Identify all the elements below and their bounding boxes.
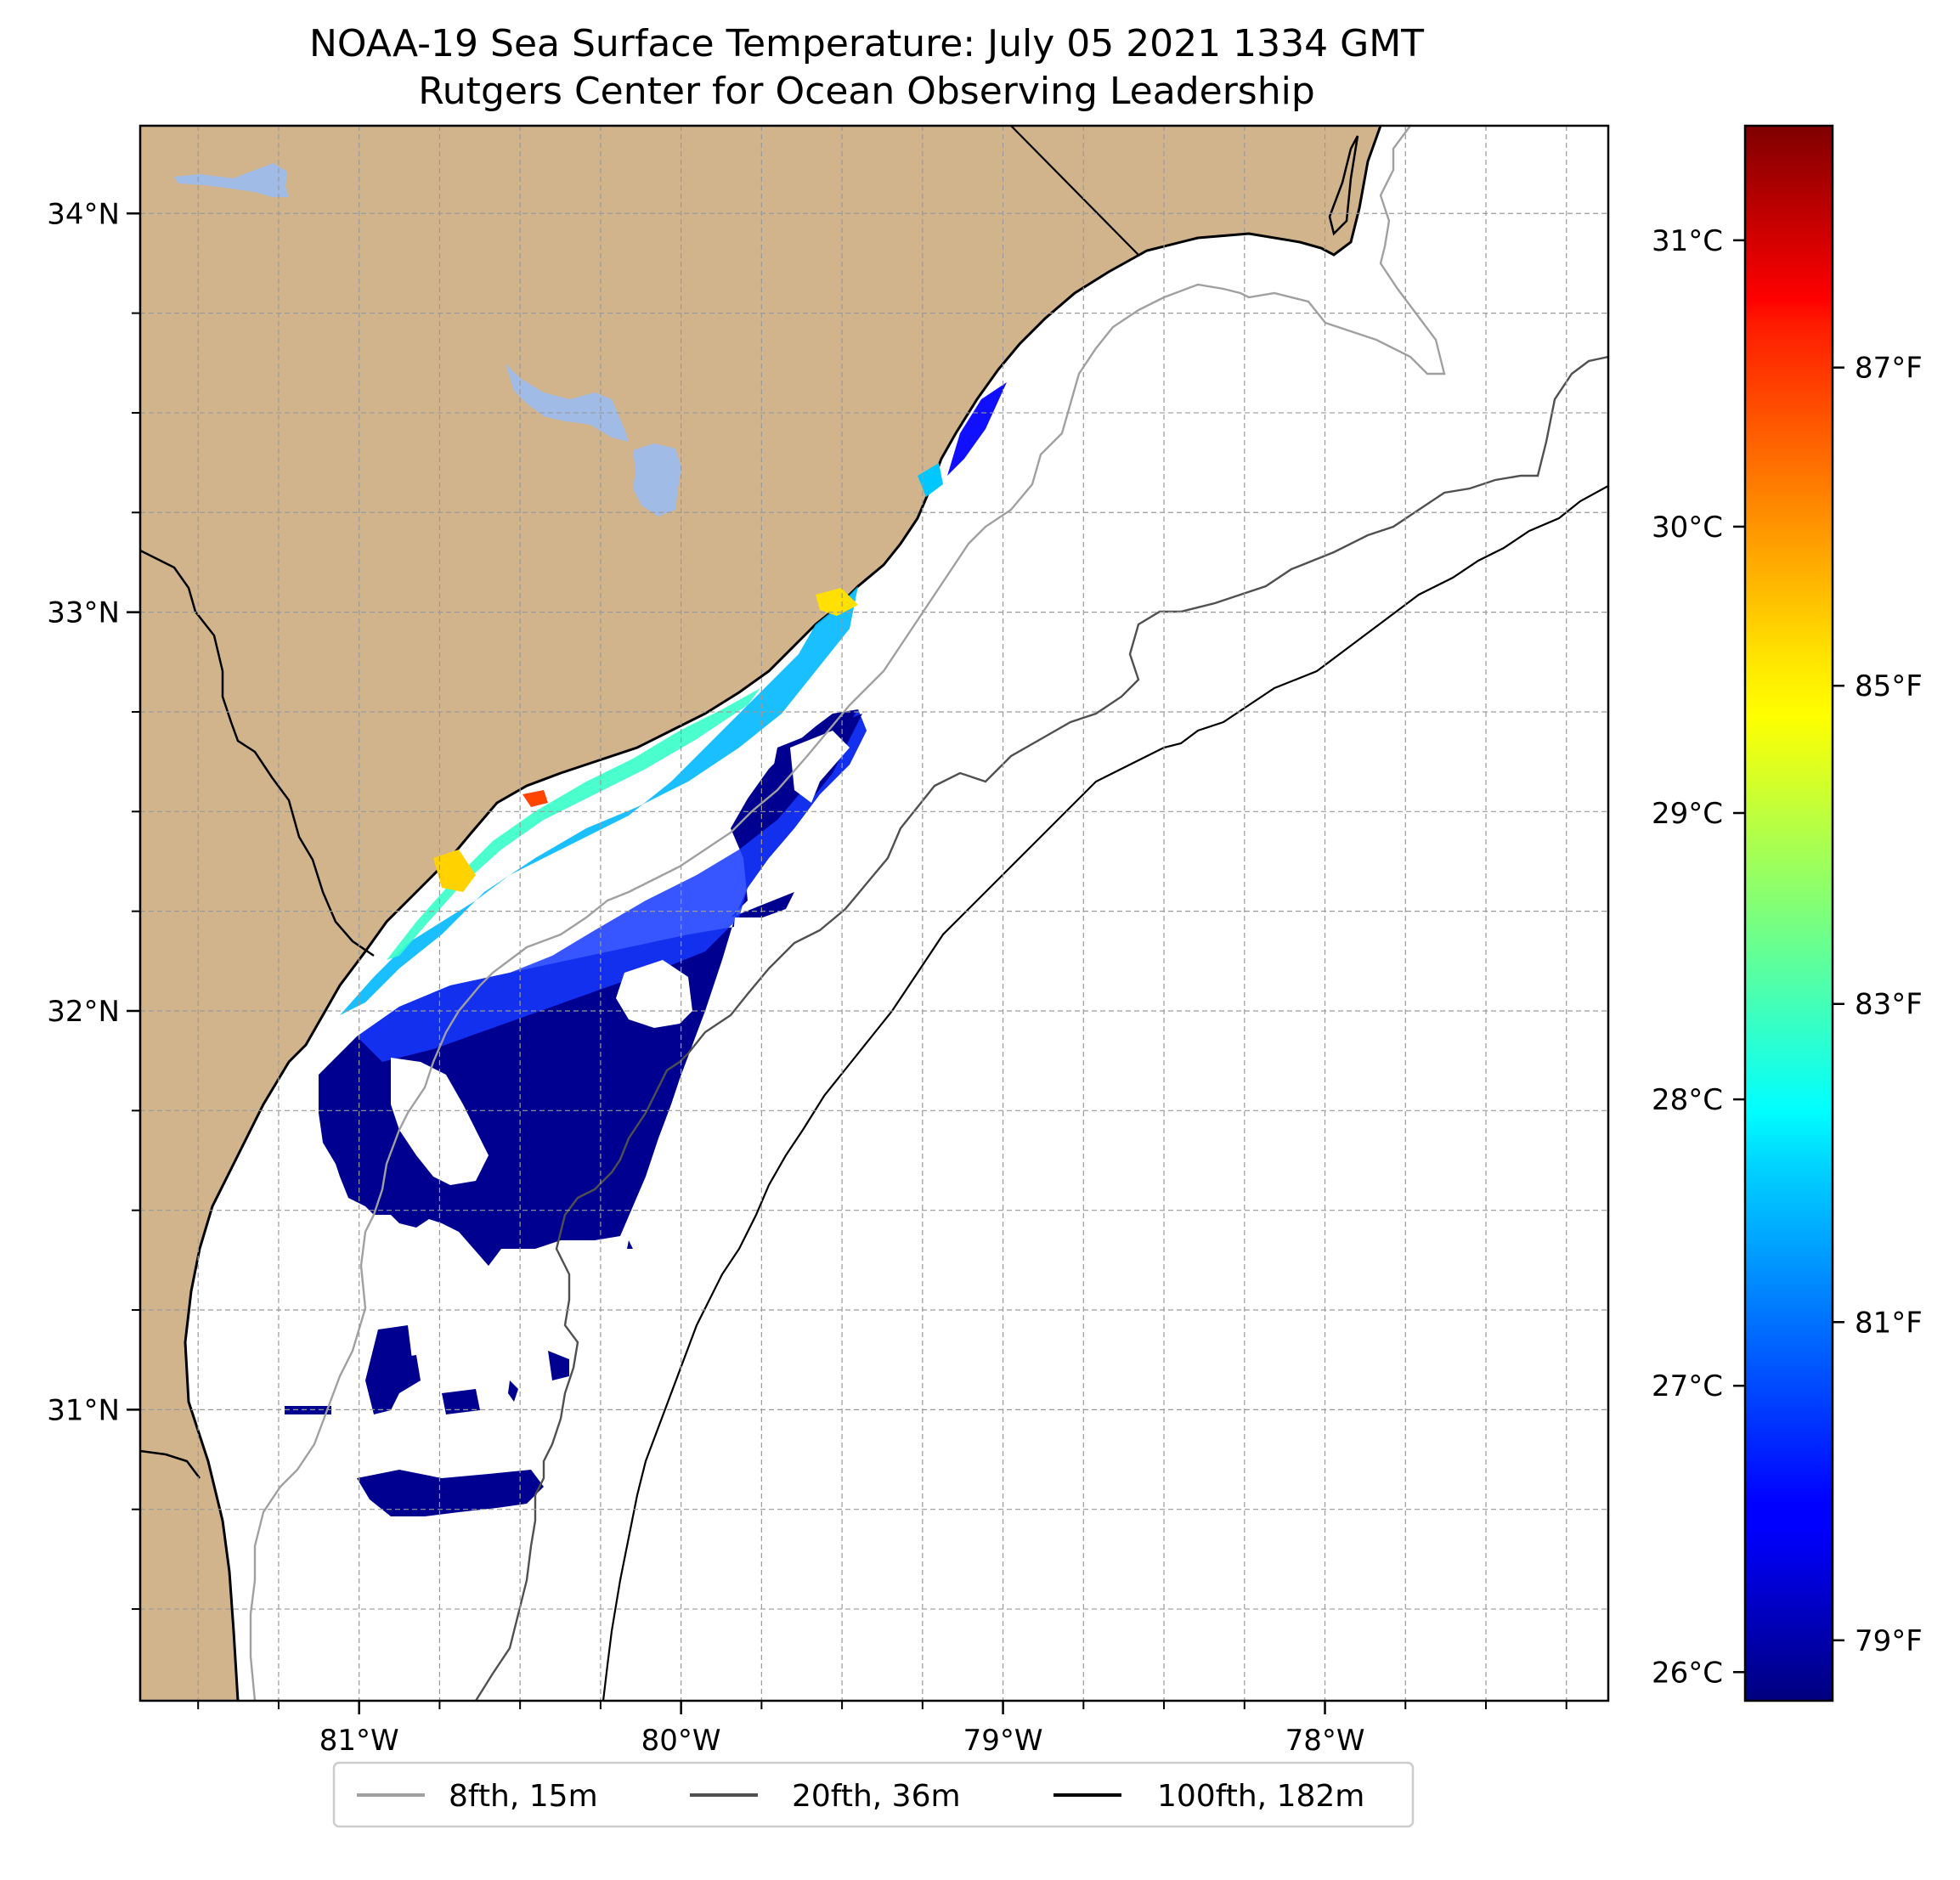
legend: 8fth, 15m 20fth, 36m 100fth, 182m <box>332 1761 1415 1828</box>
title-line-1: NOAA-19 Sea Surface Temperature: July 05… <box>309 22 1424 65</box>
colorbar-celsius-axis: 26°C 27°C 28°C 29°C 30°C 31°C <box>1652 224 1745 1690</box>
lon-axis: 81°W 80°W 79°W 78°W <box>197 1701 1567 1758</box>
celsius-tick-label: 30°C <box>1652 511 1723 545</box>
celsius-tick-label: 26°C <box>1652 1656 1723 1690</box>
gridlines <box>140 126 1608 1701</box>
celsius-tick-label: 28°C <box>1652 1083 1723 1117</box>
fahrenheit-tick-label: 81°F <box>1855 1306 1923 1340</box>
barrier-island <box>1328 135 1359 236</box>
colorbar-fahrenheit-axis: 79°F 81°F 83°F 85°F 87°F <box>1833 352 1923 1658</box>
southern-border <box>140 1449 201 1479</box>
lat-axis: 34°N 33°N 32°N 31°N <box>47 197 140 1611</box>
savannah-river <box>140 549 375 957</box>
lake-moultrie <box>633 443 681 517</box>
fahrenheit-tick-label: 83°F <box>1855 988 1923 1022</box>
lon-tick-label: 80°W <box>641 1724 721 1758</box>
map-frame <box>138 124 1610 1702</box>
legend-label-8fth: 8fth, 15m <box>449 1779 598 1814</box>
lon-tick-label: 79°W <box>963 1724 1043 1758</box>
celsius-tick-label: 27°C <box>1652 1369 1723 1403</box>
celsius-tick-label: 31°C <box>1652 224 1723 258</box>
sst-field <box>285 382 1007 1516</box>
land-mass <box>140 126 1381 1701</box>
lake-north <box>174 163 289 197</box>
lat-tick-label: 34°N <box>47 197 120 231</box>
isobath-20fth <box>474 355 1608 1701</box>
lat-tick-label: 32°N <box>47 995 120 1029</box>
map-panel: 34°N 33°N 32°N 31°N 81°W 80°W 79°W 78°W <box>47 124 1610 1758</box>
colorbar: 26°C 27°C 28°C 29°C 30°C 31°C 79°F 81°F 83°F 85°… <box>1652 124 1923 1702</box>
legend-box <box>332 1761 1415 1828</box>
lake-marion <box>506 364 629 442</box>
lat-tick-label: 33°N <box>47 596 120 630</box>
lon-tick-label: 78°W <box>1285 1724 1365 1758</box>
fahrenheit-tick-label: 79°F <box>1855 1624 1923 1658</box>
lon-tick-label: 81°W <box>319 1724 399 1758</box>
celsius-tick-label: 29°C <box>1652 797 1723 831</box>
lat-tick-label: 31°N <box>47 1393 120 1427</box>
colorbar-gradient <box>1743 124 1834 1702</box>
legend-label-20fth: 20fth, 36m <box>792 1779 961 1814</box>
isobath-8fth <box>249 126 1446 1701</box>
fahrenheit-tick-label: 87°F <box>1855 352 1923 386</box>
title-line-2: Rutgers Center for Ocean Observing Leade… <box>418 70 1315 113</box>
state-border <box>1010 126 1139 256</box>
legend-label-100fth: 100fth, 182m <box>1157 1779 1364 1814</box>
fahrenheit-tick-label: 85°F <box>1855 669 1923 703</box>
coastline <box>184 126 1382 1701</box>
isobath-100fth <box>602 485 1608 1701</box>
